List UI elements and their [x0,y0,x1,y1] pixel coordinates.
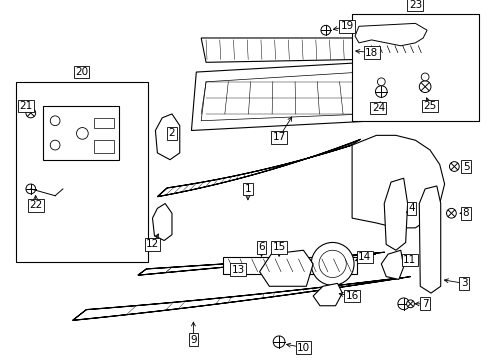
Circle shape [419,81,431,93]
Circle shape [76,127,88,139]
Text: 22: 22 [29,201,42,211]
Polygon shape [155,114,180,160]
Circle shape [446,208,456,218]
Text: 16: 16 [345,291,359,301]
Text: 13: 13 [232,265,245,275]
Polygon shape [384,178,408,250]
Polygon shape [381,250,404,279]
Circle shape [311,243,354,285]
Text: 9: 9 [190,335,196,345]
Polygon shape [94,118,114,127]
Text: 11: 11 [403,255,416,265]
Circle shape [50,140,60,150]
Text: 25: 25 [423,101,437,111]
Circle shape [26,184,36,194]
Text: 2: 2 [169,129,175,138]
Polygon shape [352,135,444,228]
Text: 3: 3 [461,278,467,288]
Text: 15: 15 [272,242,286,252]
Circle shape [449,162,459,171]
Text: 7: 7 [422,299,428,309]
Text: 1: 1 [245,184,251,194]
Polygon shape [138,252,385,275]
Polygon shape [355,23,427,46]
Bar [352,14,479,121]
Polygon shape [152,203,172,240]
Text: 6: 6 [258,242,265,252]
Circle shape [273,336,285,348]
Polygon shape [44,106,120,160]
Polygon shape [313,283,343,306]
Polygon shape [73,276,411,320]
Bar [16,82,147,262]
Polygon shape [201,38,362,62]
Text: 23: 23 [409,0,422,10]
Circle shape [321,25,331,35]
Polygon shape [201,72,371,121]
Circle shape [375,86,387,98]
Text: 21: 21 [19,101,32,111]
Circle shape [26,108,36,118]
Text: 4: 4 [408,203,415,213]
Circle shape [50,116,60,126]
Text: 20: 20 [75,67,88,77]
Text: 19: 19 [341,21,354,31]
Circle shape [407,300,415,308]
Polygon shape [222,257,357,274]
Polygon shape [260,250,313,286]
Text: 17: 17 [272,132,286,142]
Text: 14: 14 [358,252,371,262]
Circle shape [319,250,346,278]
Polygon shape [419,186,441,293]
Polygon shape [157,139,361,197]
Text: 8: 8 [463,208,469,218]
Polygon shape [94,140,114,153]
Text: 5: 5 [463,162,469,171]
Circle shape [421,73,429,81]
Text: 24: 24 [372,103,385,113]
Text: 10: 10 [297,343,310,353]
Circle shape [398,298,410,310]
Text: 12: 12 [146,239,159,249]
Text: 18: 18 [365,48,378,58]
Polygon shape [192,62,381,130]
Circle shape [377,78,385,86]
